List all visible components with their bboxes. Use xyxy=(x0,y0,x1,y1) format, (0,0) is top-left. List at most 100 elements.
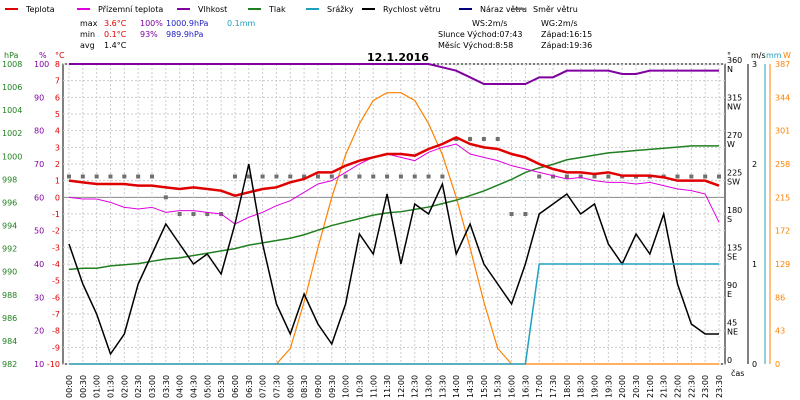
wind-direction-point xyxy=(274,174,279,179)
tick-time: 21:30 xyxy=(660,375,669,398)
wind-direction-point xyxy=(412,174,417,179)
tick-time: 18:00 xyxy=(563,375,572,398)
wind-direction-point xyxy=(675,174,680,179)
wind-direction-point xyxy=(468,137,473,141)
tick-degc: -2 xyxy=(52,227,60,236)
tick-time: 17:00 xyxy=(535,375,544,398)
tick-time: 22:00 xyxy=(674,375,683,398)
tick-time: 12:30 xyxy=(411,375,420,398)
stat-max-label: max xyxy=(80,19,98,28)
tick-dir: 360 xyxy=(727,56,742,65)
tick-time: 23:30 xyxy=(715,375,724,398)
tick-time: 09:00 xyxy=(314,375,323,398)
tick-time: 17:30 xyxy=(549,375,558,398)
axis-label-time: čas xyxy=(731,368,744,378)
tick-hpa: 986 xyxy=(2,314,17,323)
tick-time: 07:00 xyxy=(259,375,268,398)
wind-direction-point xyxy=(108,174,113,179)
tick-w: 387 xyxy=(775,60,790,69)
tick-degc: -6 xyxy=(52,293,60,302)
wind-direction-point xyxy=(329,174,334,179)
tick-time: 03:00 xyxy=(148,375,157,398)
wind-direction-point xyxy=(288,174,293,179)
tick-time: 13:30 xyxy=(438,375,447,398)
tick-dir-name: NE xyxy=(727,328,738,337)
tick-pct: 90 xyxy=(34,93,44,102)
tick-hpa: 998 xyxy=(2,175,17,184)
tick-time: 02:00 xyxy=(120,375,129,398)
wind-direction-point xyxy=(606,174,611,179)
tick-time: 15:00 xyxy=(480,375,489,398)
tick-degc: -9 xyxy=(52,343,60,352)
wind-direction-point xyxy=(551,174,556,179)
tick-time: 12:00 xyxy=(397,375,406,398)
wind-direction-point xyxy=(260,174,265,179)
tick-degc: 6 xyxy=(55,93,60,102)
legend-label-wind: Rychlost větru xyxy=(383,5,440,14)
tick-hpa: 994 xyxy=(2,222,17,231)
wind-direction-point xyxy=(689,174,694,179)
tick-dir: 90 xyxy=(727,281,737,290)
wind-direction-point xyxy=(578,174,583,179)
tick-degc: -4 xyxy=(52,260,60,269)
tick-w: 86 xyxy=(775,293,785,302)
wind-direction-point xyxy=(440,174,445,179)
wind-direction-point xyxy=(495,137,500,141)
tick-time: 19:00 xyxy=(591,375,600,398)
stat-avg-label: avg xyxy=(80,41,95,50)
tick-degc: -7 xyxy=(52,310,60,319)
wind-direction-point xyxy=(80,174,85,179)
tick-dir: 0 xyxy=(727,356,732,365)
tick-w: 301 xyxy=(775,127,790,136)
tick-dir: 45 xyxy=(727,319,737,328)
tick-time: 10:30 xyxy=(355,375,364,398)
tick-time: 21:00 xyxy=(646,375,655,398)
tick-w: 172 xyxy=(775,227,790,236)
tick-time: 08:30 xyxy=(300,375,309,398)
tick-time: 07:30 xyxy=(272,375,281,398)
tick-degc: 5 xyxy=(55,110,60,119)
tick-degc: 0 xyxy=(55,193,60,202)
tick-hpa: 1004 xyxy=(2,106,22,115)
wind-direction-point xyxy=(191,212,196,216)
tick-time: 14:00 xyxy=(452,375,461,398)
info-sunset: Západ:16:15 xyxy=(541,30,592,39)
tick-w: 129 xyxy=(775,260,790,269)
tick-w: 258 xyxy=(775,160,790,169)
tick-time: 18:30 xyxy=(577,375,586,398)
tick-w: 0 xyxy=(775,360,780,369)
y-axes: hPa% °C ° m/s mm W982984986988990992994996998… xyxy=(2,51,791,369)
tick-w: 215 xyxy=(775,193,790,202)
wind-direction-point xyxy=(717,174,721,179)
tick-hpa: 1006 xyxy=(2,83,22,92)
legend-label-gust: Náraz větru xyxy=(480,5,527,14)
axis-unit-pct: % xyxy=(39,51,47,60)
wind-direction-point xyxy=(703,174,708,179)
tick-hpa: 982 xyxy=(2,360,17,369)
wind-direction-point xyxy=(205,212,210,216)
info-sunrise: Slunce Východ:07:43 xyxy=(438,30,523,39)
tick-pct: 20 xyxy=(34,327,44,336)
chart-title: 12.1.2016 xyxy=(367,51,429,64)
tick-time: 15:30 xyxy=(494,375,503,398)
tick-dir-name: SW xyxy=(727,178,740,187)
tick-degc: 7 xyxy=(55,77,60,86)
tick-ms: 3 xyxy=(752,60,757,69)
wind-direction-point xyxy=(163,195,168,200)
wind-direction-point xyxy=(232,174,237,179)
axis-unit-hpa: hPa xyxy=(4,51,19,60)
axis-unit-degc: °C xyxy=(55,51,65,60)
plot-frame xyxy=(62,63,726,365)
stat-min-temp: 0.1°C xyxy=(104,30,127,39)
tick-time: 00:30 xyxy=(79,375,88,398)
stat-min-press: 989.9hPa xyxy=(166,30,203,39)
axis-unit-w: W xyxy=(783,51,791,60)
tick-degc: -5 xyxy=(52,277,60,286)
tick-time: 01:00 xyxy=(93,375,102,398)
tick-time: 00:00 xyxy=(65,375,74,398)
tick-pct: 30 xyxy=(34,293,44,302)
tick-time: 02:30 xyxy=(134,375,143,398)
legend: Teplota Přízemní teplota Vlhkost Tlak Srážky… xyxy=(5,5,578,14)
tick-ms: 1 xyxy=(752,260,757,269)
tick-ms: 0 xyxy=(752,360,757,369)
